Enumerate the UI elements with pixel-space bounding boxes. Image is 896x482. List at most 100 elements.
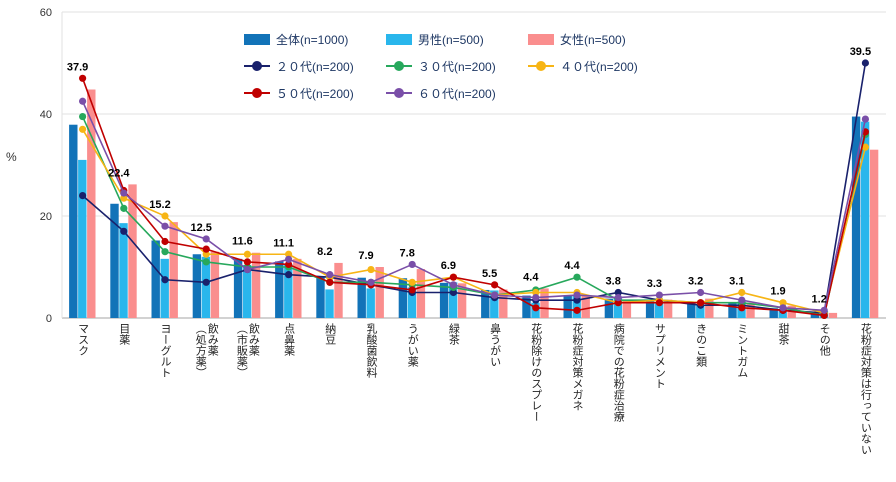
line-series-1 <box>81 116 867 317</box>
bar-series-1 <box>860 121 870 319</box>
data-point <box>367 265 375 274</box>
legend-item: ４０代(n=200) <box>528 57 670 75</box>
data-point <box>243 265 251 274</box>
data-label: 4.4 <box>564 260 580 272</box>
y-tick-label: 0 <box>46 313 52 325</box>
data-point <box>202 278 210 286</box>
data-point <box>120 189 128 197</box>
data-point <box>861 115 870 123</box>
legend-dot <box>252 88 262 98</box>
legend-label: ２０代(n=200) <box>276 59 354 74</box>
y-tick-label: 20 <box>40 211 52 223</box>
bar-series-2 <box>416 269 426 318</box>
data-point <box>161 248 169 256</box>
data-point <box>573 291 581 299</box>
bar-series-1 <box>613 296 623 318</box>
data-point <box>161 222 169 230</box>
data-point <box>161 212 169 220</box>
data-point <box>285 271 293 279</box>
legend-item: ５０代(n=200) <box>244 84 386 102</box>
bar-series-2 <box>334 262 343 318</box>
data-point <box>408 286 416 294</box>
data-point <box>79 125 87 133</box>
data-label: 3.3 <box>647 278 662 290</box>
bar-series-1 <box>696 304 705 318</box>
data-label: 7.8 <box>400 247 415 259</box>
legend-label: ５０代(n=200) <box>276 86 354 101</box>
bar-series-0 <box>769 308 778 318</box>
bar-series-0 <box>151 240 160 318</box>
data-label: 12.5 <box>190 222 211 234</box>
bar-series-1 <box>407 287 417 318</box>
data-label: 1.9 <box>770 286 785 298</box>
line-series-2 <box>81 128 867 314</box>
data-point <box>738 304 746 312</box>
bar-series-0 <box>316 276 325 318</box>
bar-series-0 <box>398 278 408 318</box>
bar-series-2 <box>499 289 508 318</box>
data-point <box>449 273 457 281</box>
bar-series-2 <box>293 258 302 318</box>
legend-line-swatch <box>528 60 554 72</box>
data-point <box>120 204 128 212</box>
data-point <box>491 291 499 299</box>
bar-series-0 <box>481 289 490 318</box>
data-label: 6.9 <box>441 260 456 272</box>
data-point <box>367 278 375 286</box>
data-point <box>573 273 581 281</box>
y-axis-unit-label: % <box>6 150 17 164</box>
data-point <box>573 306 581 314</box>
data-point <box>655 291 664 299</box>
bar-series-1 <box>366 288 375 318</box>
bar-series-0 <box>728 302 737 318</box>
data-point <box>491 281 499 289</box>
y-tick-label: 60 <box>40 7 52 19</box>
bar-series-0 <box>687 301 696 318</box>
bar-series-2 <box>169 222 178 318</box>
data-point <box>697 299 705 307</box>
legend-line-swatch <box>244 60 270 72</box>
data-point <box>161 276 169 284</box>
data-point <box>408 278 416 286</box>
bar-series-2 <box>457 283 467 318</box>
bar-series-1 <box>448 282 458 318</box>
data-label: 15.2 <box>149 199 170 211</box>
bar-series-1 <box>654 302 664 318</box>
bar-series-1 <box>284 263 293 318</box>
bar-series-2 <box>746 302 755 318</box>
data-point <box>202 235 210 243</box>
data-point <box>861 59 870 67</box>
data-label: 7.9 <box>358 250 373 262</box>
data-point <box>779 304 787 312</box>
line-series-3 <box>81 78 867 317</box>
bar-series-1 <box>490 290 499 318</box>
legend-item: ３０代(n=200) <box>386 57 528 75</box>
data-point <box>326 278 334 286</box>
chart-legend: 全体(n=1000) 男性(n=500) 女性(n=500) ２０代(n=200) ３０… <box>244 30 670 102</box>
data-point <box>820 311 828 320</box>
bar-series-2 <box>663 299 673 318</box>
data-point <box>408 260 416 269</box>
y-tick-label: 40 <box>40 109 52 121</box>
legend-label: 男性(n=500) <box>418 32 484 47</box>
bar-series-0 <box>192 254 202 318</box>
data-point <box>79 192 87 200</box>
legend-dot <box>252 61 262 71</box>
data-label: 3.1 <box>729 276 744 288</box>
bar-series-1 <box>78 159 87 318</box>
data-point <box>861 143 870 151</box>
data-point <box>697 288 705 297</box>
data-point <box>285 255 293 263</box>
bar-series-0 <box>275 261 284 318</box>
bar-series-1 <box>119 223 128 318</box>
bar-series-2 <box>375 267 384 318</box>
bar-series-2 <box>251 252 261 318</box>
bar-series-0 <box>357 277 366 318</box>
legend-label: ３０代(n=200) <box>418 59 496 74</box>
data-point <box>243 258 251 266</box>
data-point <box>285 250 293 258</box>
data-label: 37.9 <box>67 61 88 73</box>
bar-series-2 <box>828 312 838 318</box>
bar-series-2 <box>210 251 220 318</box>
